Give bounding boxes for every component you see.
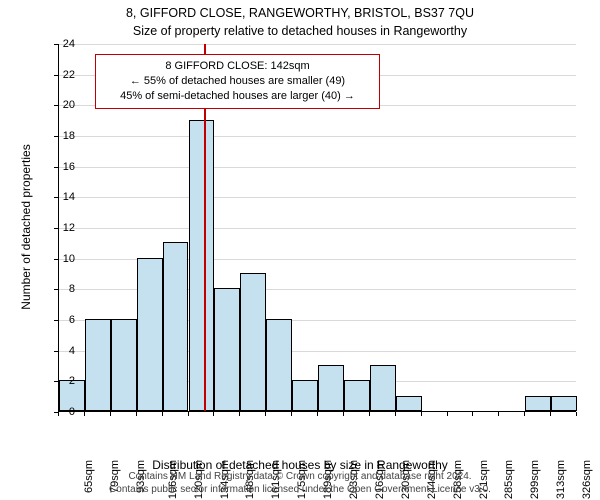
x-tick-mark (110, 412, 111, 416)
y-tick-mark (54, 136, 58, 137)
y-tick-mark (54, 320, 58, 321)
y-tick-mark (54, 381, 58, 382)
info-box: 8 GIFFORD CLOSE: 142sqm ← 55% of detache… (95, 54, 380, 109)
gridline (59, 136, 576, 137)
histogram-bar (240, 273, 266, 411)
gridline (59, 44, 576, 45)
histogram-bar (318, 365, 344, 411)
x-tick-mark (213, 412, 214, 416)
y-tick-label: 14 (63, 191, 75, 203)
y-tick-label: 6 (69, 314, 75, 326)
y-tick-label: 10 (63, 253, 75, 265)
histogram-bar (189, 120, 215, 411)
histogram-bar (292, 380, 318, 411)
y-tick-mark (54, 105, 58, 106)
x-tick-mark (472, 412, 473, 416)
histogram-bar (370, 365, 396, 411)
gridline (59, 228, 576, 229)
histogram-bar (266, 319, 292, 411)
y-axis-label: Number of detached properties (19, 127, 33, 327)
y-tick-label: 22 (63, 69, 75, 81)
x-tick-mark (317, 412, 318, 416)
info-box-line3: 45% of semi-detached houses are larger (… (104, 89, 371, 104)
y-tick-label: 0 (69, 406, 75, 418)
y-tick-label: 8 (69, 283, 75, 295)
chart-title-subtitle: Size of property relative to detached ho… (0, 24, 600, 38)
y-tick-mark (54, 197, 58, 198)
y-tick-mark (54, 289, 58, 290)
x-tick-mark (84, 412, 85, 416)
y-tick-mark (54, 228, 58, 229)
y-tick-mark (54, 259, 58, 260)
x-tick-mark (188, 412, 189, 416)
histogram-bar (551, 396, 577, 411)
x-tick-mark (265, 412, 266, 416)
histogram-bar (344, 380, 370, 411)
gridline (59, 197, 576, 198)
info-box-line1: 8 GIFFORD CLOSE: 142sqm (104, 59, 371, 74)
histogram-bar (85, 319, 111, 411)
histogram-bar (525, 396, 551, 411)
y-tick-label: 18 (63, 130, 75, 142)
info-box-line2: ← 55% of detached houses are smaller (49… (104, 74, 371, 89)
y-tick-mark (54, 75, 58, 76)
histogram-bar (137, 258, 163, 411)
x-tick-mark (343, 412, 344, 416)
x-tick-mark (550, 412, 551, 416)
y-tick-mark (54, 167, 58, 168)
x-tick-mark (291, 412, 292, 416)
histogram-bar (214, 288, 240, 411)
y-tick-label: 16 (63, 161, 75, 173)
histogram-bar (163, 242, 189, 411)
x-tick-mark (421, 412, 422, 416)
x-tick-mark (162, 412, 163, 416)
x-tick-mark (136, 412, 137, 416)
histogram-bar (111, 319, 137, 411)
footer-attribution: Contains HM Land Registry data © Crown c… (0, 470, 600, 496)
x-tick-mark (58, 412, 59, 416)
gridline (59, 167, 576, 168)
chart-title-address: 8, GIFFORD CLOSE, RANGEWORTHY, BRISTOL, … (0, 6, 600, 20)
y-tick-mark (54, 351, 58, 352)
histogram-bar (396, 396, 422, 411)
x-tick-mark (447, 412, 448, 416)
y-tick-mark (54, 44, 58, 45)
y-tick-label: 2 (69, 375, 75, 387)
y-tick-label: 20 (63, 99, 75, 111)
x-tick-mark (524, 412, 525, 416)
x-tick-mark (369, 412, 370, 416)
property-size-chart: 8, GIFFORD CLOSE, RANGEWORTHY, BRISTOL, … (0, 0, 600, 500)
footer-line2: Contains public sector information licen… (0, 483, 600, 496)
x-tick-mark (239, 412, 240, 416)
x-tick-mark (576, 412, 577, 416)
y-tick-label: 24 (63, 38, 75, 50)
y-tick-label: 12 (63, 222, 75, 234)
y-tick-label: 4 (69, 345, 75, 357)
footer-line1: Contains HM Land Registry data © Crown c… (0, 470, 600, 483)
x-tick-mark (395, 412, 396, 416)
x-tick-mark (498, 412, 499, 416)
